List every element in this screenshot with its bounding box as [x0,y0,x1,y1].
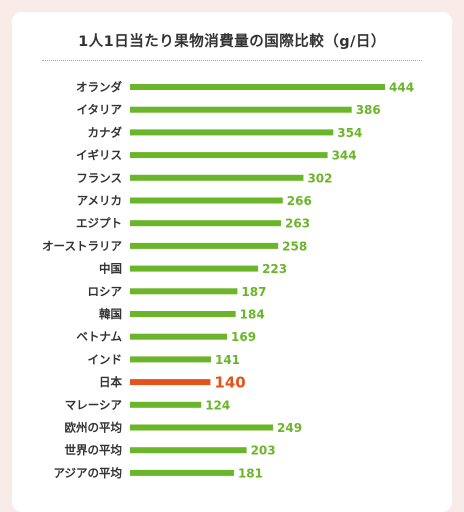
bar [130,220,282,227]
value-label: 203 [251,444,276,458]
bar [130,469,234,476]
bar [130,129,334,136]
bar [130,106,352,113]
value-label: 263 [285,217,310,231]
bar [130,84,385,90]
bar [130,152,328,159]
category-label: エジプト [76,216,122,230]
category-label: インド [88,352,123,366]
category-label: アジアの平均 [53,466,122,480]
value-label: 187 [241,285,266,299]
value-label: 354 [337,126,362,140]
value-label: 302 [307,171,332,185]
value-label: 223 [262,262,287,276]
bar [130,242,279,249]
category-label: マレーシア [65,398,123,412]
category-label: カナダ [88,125,123,139]
value-label: 444 [389,81,414,95]
category-label: オランダ [76,80,122,94]
category-label: フランス [76,171,122,185]
category-label: ロシア [88,284,123,298]
bar [130,197,283,204]
category-label: 中国 [99,262,122,276]
category-label: アメリカ [77,194,122,208]
category-label: イタリア [76,103,122,117]
bar [130,174,304,181]
title-divider [42,60,422,61]
bar [130,356,211,363]
bar [130,265,259,272]
category-label: 日本 [99,375,122,389]
value-label: 124 [205,398,230,412]
bar [130,333,228,340]
value-label: 141 [215,353,240,367]
category-label: イギリス [76,148,122,162]
chart-title: 1人1日当たり果物消費量の国際比較（g/日） [78,34,386,50]
bar [130,288,238,295]
category-label: 韓国 [99,307,122,321]
value-label: 266 [287,194,312,208]
category-label: 欧州の平均 [65,421,123,435]
bar [130,447,247,454]
category-label: オーストラリア [42,239,122,253]
value-label: 140 [214,374,245,392]
value-label: 386 [356,103,381,117]
bar [130,311,236,317]
category-label: 世界の平均 [65,443,123,457]
value-label: 169 [231,330,256,344]
value-label: 344 [332,149,357,163]
bar-highlighted [130,379,211,386]
value-label: 258 [282,239,307,253]
value-label: 181 [238,466,263,480]
bar [130,401,202,408]
value-label: 184 [240,308,265,322]
bar [130,424,274,431]
category-label: ベトナム [76,330,122,344]
value-label: 249 [277,421,302,435]
